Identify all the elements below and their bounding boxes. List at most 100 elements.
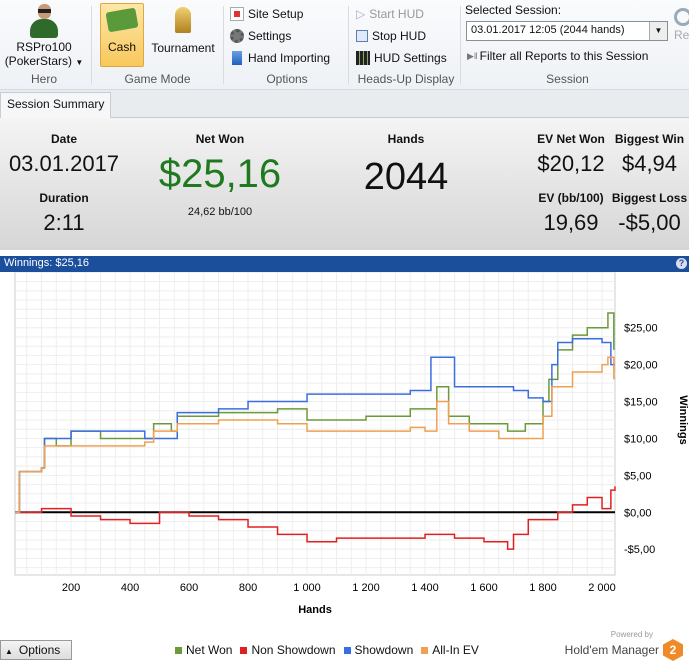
y-tick-label: $5,00 <box>624 470 652 482</box>
chart-title-bar: Winnings: $25,16 ? <box>0 256 689 272</box>
ev-net-won-label: EV Net Won <box>537 132 605 146</box>
y-tick-label: $0,00 <box>624 507 652 519</box>
hands-value: 2044 <box>363 156 449 198</box>
powered-by-label: Powered by <box>610 630 653 639</box>
hero-selector[interactable]: RSPro100 (PokerStars) ▼ <box>0 40 88 70</box>
legend-item[interactable]: All-In EV <box>421 643 479 657</box>
duration-label: Duration <box>39 191 89 205</box>
options-group: Site Setup Settings Hand Importing Optio… <box>230 0 344 90</box>
biggest-loss-value: -$5,00 <box>618 210 681 235</box>
import-arrow-icon <box>232 51 242 65</box>
cash-label: Cash <box>107 40 136 54</box>
legend-label: All-In EV <box>432 643 479 657</box>
brand-label: Hold'em Manager <box>564 643 659 657</box>
hand-importing-label: Hand Importing <box>248 51 331 65</box>
y-tick-label: -$5,00 <box>624 544 655 556</box>
hands-label: Hands <box>387 132 425 146</box>
filter-reports-button[interactable]: ▶‖ Filter all Reports to this Session <box>467 45 648 67</box>
x-tick-label: 2 000 <box>588 582 616 594</box>
options-label: Options <box>18 643 61 657</box>
hud-settings-button[interactable]: HUD Settings <box>356 47 456 69</box>
series-line-all-in-ev <box>15 356 615 514</box>
winnings-chart: 200 400 600 800 1 000 1 200 1 400 1 600 1 800 2 0… <box>14 272 689 616</box>
net-won-value: $25,16 <box>158 152 282 196</box>
legend-label: Showdown <box>354 643 414 657</box>
stop-icon <box>356 30 368 42</box>
group-label-hero: Hero <box>30 72 57 86</box>
start-hud-label: Start HUD <box>369 7 424 21</box>
dropdown-arrow-icon[interactable]: ▼ <box>649 22 667 40</box>
date-value: 03.01.2017 <box>8 151 120 176</box>
biggest-win-value: $4,94 <box>621 151 678 176</box>
series-line-showdown <box>15 338 615 514</box>
x-axis-label: Hands <box>298 604 332 616</box>
legend-item[interactable]: Non Showdown <box>240 643 336 657</box>
stop-hud-label: Stop HUD <box>372 29 427 43</box>
stop-hud-button[interactable]: Stop HUD <box>356 25 456 47</box>
x-tick-label: 800 <box>239 582 257 594</box>
money-icon <box>105 7 139 33</box>
legend-swatch <box>343 647 351 654</box>
x-tick-label: 1 400 <box>411 582 439 594</box>
chevron-up-icon: ▲ <box>5 647 13 656</box>
chart-legend: Net Won Non Showdown Showdown All-In EV <box>175 643 479 657</box>
ribbon: RSPro100 (PokerStars) ▼ Hero Cash Tourna… <box>0 0 689 90</box>
session-select-value: 03.01.2017 12:05 (2044 hands) <box>471 24 625 36</box>
tournament-label: Tournament <box>151 41 215 55</box>
x-tick-label: 600 <box>180 582 198 594</box>
duration-value: 2:11 <box>43 210 85 235</box>
group-label-session: Session <box>546 72 589 86</box>
trophy-icon <box>175 7 191 33</box>
date-label: Date <box>50 132 77 146</box>
legend-item[interactable]: Showdown <box>343 643 414 657</box>
net-won-label: Net Won <box>195 132 245 146</box>
y-axis-label: Winnings <box>677 395 689 444</box>
biggest-win-label: Biggest Win <box>614 132 685 146</box>
tab-session-summary[interactable]: Session Summary <box>0 92 112 118</box>
group-label-game-mode: Game Mode <box>124 72 191 86</box>
legend-swatch <box>175 647 182 654</box>
hero-avatar-icon <box>30 4 58 38</box>
filter-icon: ▶‖ <box>467 50 478 61</box>
play-icon: ▷ <box>356 7 366 21</box>
settings-button[interactable]: Settings <box>230 25 344 47</box>
ev-bb-value: 19,69 <box>543 210 599 235</box>
biggest-loss-label: Biggest Loss <box>611 191 688 205</box>
settings-label: Settings <box>248 29 292 43</box>
x-tick-label: 1 000 <box>293 582 321 594</box>
tournament-button[interactable]: Tournament <box>147 3 219 67</box>
site-setup-label: Site Setup <box>248 7 304 21</box>
hud-group: ▷ Start HUD Stop HUD HUD Settings Heads-U… <box>356 0 456 90</box>
hem-logo-icon: 2 <box>663 639 683 661</box>
legend-swatch <box>240 647 248 654</box>
hud-settings-label: HUD Settings <box>374 51 447 65</box>
filter-reports-label: Filter all Reports to this Session <box>479 49 649 63</box>
group-label-hud: Heads-Up Display <box>357 72 455 86</box>
y-tick-label: $20,00 <box>624 360 658 372</box>
session-select[interactable]: 03.01.2017 12:05 (2044 hands) ▼ <box>466 21 668 41</box>
y-tick-label: $10,00 <box>624 433 658 445</box>
group-label-options: Options <box>266 72 308 86</box>
bb100-value: 24,62 bb/100 <box>187 206 253 218</box>
hand-importing-button[interactable]: Hand Importing <box>230 47 344 69</box>
cash-button[interactable]: Cash <box>100 3 144 67</box>
legend-label: Non Showdown <box>251 643 336 657</box>
chevron-down-icon: ▼ <box>75 58 84 67</box>
options-button[interactable]: ▲ Options <box>0 640 72 660</box>
chart-title: Winnings: $25,16 <box>4 257 89 269</box>
x-tick-label: 1 600 <box>470 582 498 594</box>
start-hud-button[interactable]: ▷ Start HUD <box>356 3 456 25</box>
tab-strip: Session Summary <box>0 90 689 118</box>
site-setup-button[interactable]: Site Setup <box>230 3 344 25</box>
footer: ▲ Options Net Won Non Showdown Showdown All-… <box>0 630 689 661</box>
x-tick-label: 1 200 <box>352 582 380 594</box>
y-tick-label: $25,00 <box>624 323 658 335</box>
legend-item[interactable]: Net Won <box>175 643 232 657</box>
help-icon[interactable]: ? <box>676 258 687 269</box>
x-tick-label: 200 <box>62 582 80 594</box>
cards-icon <box>230 7 244 21</box>
hero-group: RSPro100 (PokerStars) ▼ Hero <box>0 0 88 90</box>
selected-session-label: Selected Session: <box>465 3 562 17</box>
refresh-button[interactable]: Ref <box>674 8 689 42</box>
x-tick-label: 400 <box>121 582 139 594</box>
